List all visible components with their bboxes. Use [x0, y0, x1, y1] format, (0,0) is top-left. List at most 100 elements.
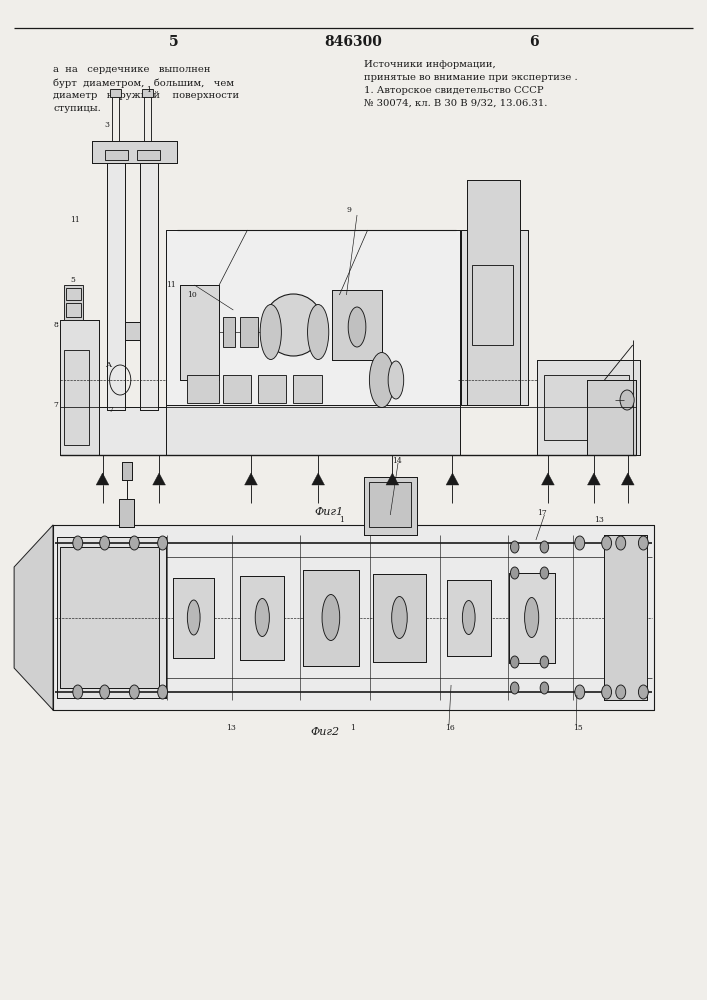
- Text: 1: 1: [339, 516, 344, 524]
- Polygon shape: [446, 473, 459, 485]
- Bar: [447, 580, 491, 656]
- Ellipse shape: [260, 304, 281, 360]
- Bar: [604, 535, 647, 700]
- Circle shape: [100, 685, 110, 699]
- Bar: [60, 407, 177, 455]
- Text: Фиг1: Фиг1: [314, 507, 344, 517]
- Bar: [173, 578, 214, 658]
- Circle shape: [575, 685, 585, 699]
- Bar: [110, 89, 121, 97]
- Bar: [57, 537, 166, 698]
- Bar: [122, 462, 132, 480]
- Ellipse shape: [308, 304, 329, 360]
- Bar: [122, 462, 132, 480]
- Bar: [467, 180, 520, 405]
- Text: 17: 17: [537, 509, 547, 517]
- Text: 11: 11: [70, 216, 80, 224]
- Bar: [64, 350, 89, 445]
- Bar: [240, 576, 284, 660]
- Text: 7: 7: [108, 406, 113, 414]
- Circle shape: [540, 567, 549, 579]
- Text: 10: 10: [187, 291, 197, 299]
- Text: 5: 5: [70, 276, 75, 284]
- Ellipse shape: [462, 600, 475, 635]
- Circle shape: [129, 685, 139, 699]
- Bar: [509, 572, 555, 663]
- Bar: [223, 375, 251, 403]
- Polygon shape: [588, 473, 600, 485]
- Bar: [604, 535, 647, 700]
- Bar: [60, 320, 99, 455]
- Polygon shape: [153, 473, 165, 485]
- Bar: [166, 230, 460, 405]
- Text: Источники информации,: Источники информации,: [364, 60, 496, 69]
- Circle shape: [158, 685, 168, 699]
- Circle shape: [540, 656, 549, 668]
- Text: диаметр   наружной    поверхности: диаметр наружной поверхности: [53, 91, 239, 100]
- Text: 6: 6: [529, 35, 539, 49]
- Text: а  на   сердечнике   выполнен: а на сердечнике выполнен: [53, 65, 211, 74]
- Ellipse shape: [263, 294, 323, 356]
- Bar: [461, 230, 528, 405]
- Circle shape: [129, 536, 139, 550]
- Bar: [180, 285, 219, 380]
- Bar: [332, 290, 382, 360]
- Text: 1: 1: [146, 86, 151, 94]
- Bar: [57, 537, 166, 698]
- Bar: [140, 160, 158, 410]
- Bar: [537, 360, 640, 455]
- Bar: [303, 570, 359, 666]
- Polygon shape: [386, 473, 399, 485]
- Bar: [142, 89, 153, 97]
- Ellipse shape: [388, 361, 404, 399]
- Bar: [66, 303, 81, 317]
- Circle shape: [510, 567, 519, 579]
- Bar: [293, 375, 322, 403]
- Bar: [166, 405, 460, 455]
- Circle shape: [620, 390, 634, 410]
- Text: принятые во внимание при экспертизе .: принятые во внимание при экспертизе .: [364, 73, 578, 82]
- Ellipse shape: [369, 353, 395, 408]
- Polygon shape: [312, 473, 325, 485]
- Bar: [472, 265, 513, 345]
- Polygon shape: [96, 473, 109, 485]
- Circle shape: [510, 656, 519, 668]
- Ellipse shape: [525, 597, 539, 638]
- Bar: [92, 141, 177, 163]
- Text: 14: 14: [392, 457, 402, 465]
- Polygon shape: [621, 473, 634, 485]
- Text: 16: 16: [445, 724, 455, 732]
- Bar: [140, 160, 158, 410]
- Bar: [258, 375, 286, 403]
- Polygon shape: [542, 473, 554, 485]
- Text: 8: 8: [54, 321, 59, 329]
- Bar: [373, 574, 426, 662]
- Bar: [107, 160, 125, 410]
- Bar: [240, 576, 284, 660]
- Bar: [107, 160, 125, 410]
- Circle shape: [510, 541, 519, 553]
- Circle shape: [616, 685, 626, 699]
- Ellipse shape: [348, 307, 366, 347]
- Bar: [60, 407, 177, 455]
- Bar: [240, 317, 258, 347]
- Text: 13: 13: [226, 724, 236, 732]
- Bar: [119, 499, 134, 527]
- Text: ступицы.: ступицы.: [53, 104, 101, 113]
- Circle shape: [540, 541, 549, 553]
- Text: 11: 11: [166, 281, 176, 289]
- Circle shape: [616, 536, 626, 550]
- Bar: [60, 547, 159, 688]
- Text: Фиг2: Фиг2: [310, 727, 340, 737]
- Bar: [166, 405, 460, 455]
- Circle shape: [73, 685, 83, 699]
- Circle shape: [638, 536, 648, 550]
- Bar: [223, 317, 235, 347]
- Bar: [461, 230, 528, 405]
- Bar: [173, 578, 214, 658]
- Text: 1. Авторское свидетельство СССР: 1. Авторское свидетельство СССР: [364, 86, 544, 95]
- Bar: [364, 477, 417, 535]
- Text: 3: 3: [105, 121, 110, 129]
- Bar: [53, 525, 654, 710]
- Bar: [53, 525, 654, 710]
